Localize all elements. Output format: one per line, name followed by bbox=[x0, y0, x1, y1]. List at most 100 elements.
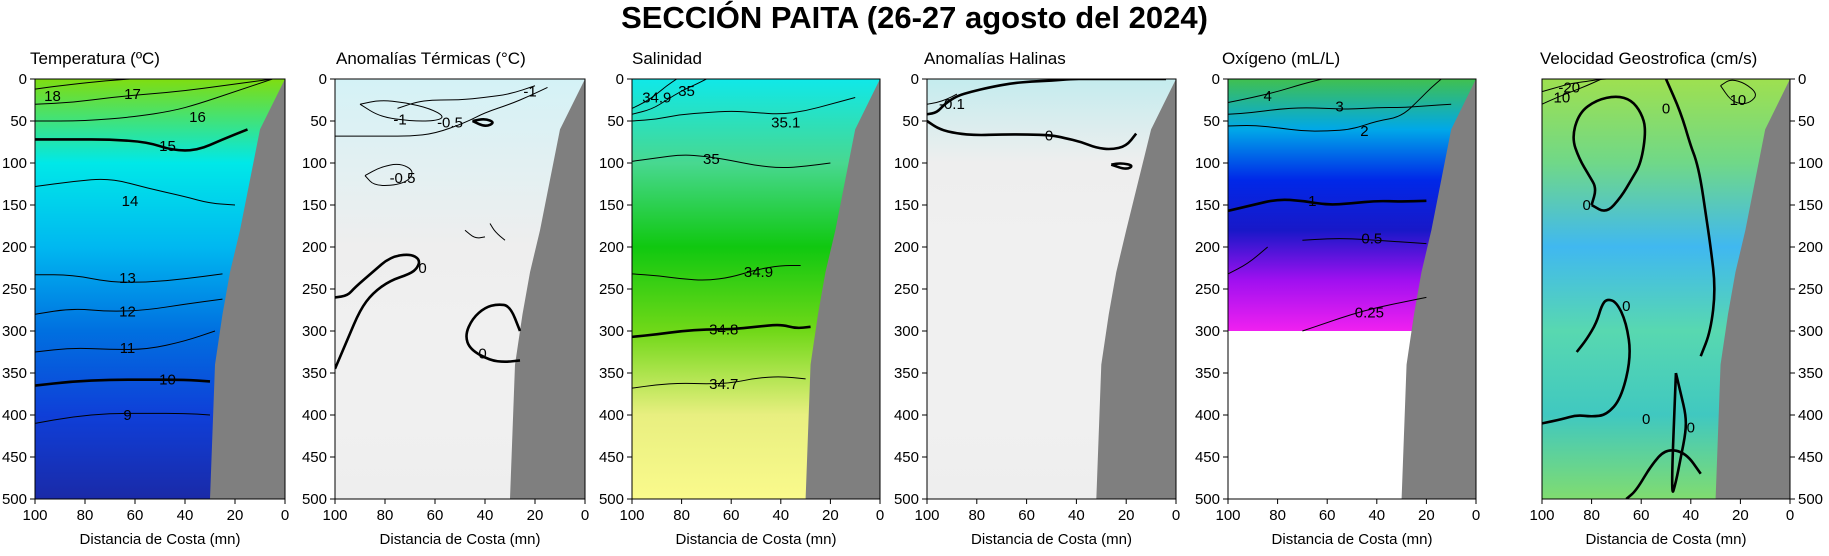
contour-line bbox=[927, 93, 958, 105]
x-tick-label: 80 bbox=[377, 507, 394, 524]
x-axis-label: Distancia de Costa (mn) bbox=[1272, 531, 1433, 548]
contour-line bbox=[35, 79, 273, 122]
contour-label: 0.5 bbox=[1361, 231, 1382, 248]
x-tick-label: 100 bbox=[1529, 507, 1554, 524]
contour-label: 0 bbox=[1687, 420, 1695, 437]
contour-line bbox=[632, 376, 806, 389]
y-tick-label: 300 bbox=[302, 323, 327, 340]
y-tick-label: 200 bbox=[1195, 239, 1220, 256]
y-tick-label: 350 bbox=[2, 365, 27, 382]
x-tick-label: 20 bbox=[527, 507, 544, 524]
contour-group: 4 32 1 0.5 0.25 bbox=[1228, 79, 1452, 332]
y-tick-label: 500 bbox=[599, 491, 624, 508]
contour-line bbox=[35, 128, 248, 152]
contour-label: 0 bbox=[1642, 411, 1650, 428]
contour-label: 13 bbox=[119, 270, 136, 287]
contour-line bbox=[927, 119, 1138, 151]
y-tick-label: 100 bbox=[302, 155, 327, 172]
contour-line bbox=[1542, 298, 1631, 425]
y-tick-label: 350 bbox=[1195, 365, 1220, 382]
contour-label: 0 bbox=[1622, 298, 1630, 315]
y-tick-label: 50 bbox=[310, 113, 327, 130]
contour-line bbox=[1542, 79, 1607, 93]
contour-label: 11 bbox=[120, 340, 136, 357]
contour-label: 9 bbox=[123, 407, 131, 424]
x-tick-label: 60 bbox=[427, 507, 444, 524]
x-tick-label: 20 bbox=[227, 507, 244, 524]
panel-title: Oxígeno (mL/L) bbox=[1222, 49, 1340, 68]
x-tick-label: 80 bbox=[1269, 507, 1286, 524]
x-tick-label: 20 bbox=[1732, 507, 1749, 524]
y-tick-label: 250 bbox=[894, 281, 919, 298]
y-tick-label: 400 bbox=[2, 407, 27, 424]
x-tick-label: 60 bbox=[1018, 507, 1035, 524]
y-tick-label: 200 bbox=[599, 239, 624, 256]
y-tick-label: 200 bbox=[302, 239, 327, 256]
contour-label: 34.8 bbox=[709, 321, 738, 338]
y-tick-label: 400 bbox=[302, 407, 327, 424]
contour-label: 35.1 bbox=[771, 115, 800, 132]
contour-label: 34.9 bbox=[744, 264, 773, 281]
contour-line bbox=[632, 79, 707, 115]
contour-label: -1 bbox=[393, 111, 406, 128]
contour-group: -1 -1 -0.5 -0.5 0 0 bbox=[335, 84, 548, 370]
contour-line bbox=[632, 96, 856, 122]
contour-line bbox=[465, 303, 522, 363]
y-tick-label: 200 bbox=[2, 239, 27, 256]
y-tick-label: 500 bbox=[302, 491, 327, 508]
y-tick-label: 0 bbox=[1798, 71, 1806, 88]
contour-label: 15 bbox=[159, 138, 176, 155]
x-tick-label: 20 bbox=[1118, 507, 1135, 524]
contour-line bbox=[35, 330, 216, 353]
y-tick-label: 450 bbox=[302, 449, 327, 466]
y-tick-label: 50 bbox=[607, 113, 624, 130]
y-tick-label: 50 bbox=[1203, 113, 1220, 130]
panel-2: -1 -1 -0.5 -0.5 0 0 Anomalías Térmicas (°C) 100… bbox=[302, 49, 589, 548]
x-tick-label: 40 bbox=[1682, 507, 1699, 524]
contour-label: 35 bbox=[678, 83, 695, 100]
contour-line bbox=[927, 79, 1167, 116]
y-tick-label: 50 bbox=[10, 113, 27, 130]
contour-label: 4 bbox=[1264, 88, 1272, 105]
contour-label: 34.7 bbox=[709, 376, 738, 393]
contour-label: 0 bbox=[1662, 100, 1670, 117]
y-tick-label: 450 bbox=[599, 449, 624, 466]
y-tick-label: 500 bbox=[1195, 491, 1220, 508]
contour-line bbox=[359, 100, 443, 122]
y-tick-label: 0 bbox=[319, 71, 327, 88]
contour-line bbox=[1572, 95, 1647, 212]
contour-line bbox=[1302, 238, 1427, 245]
x-tick-label: 80 bbox=[673, 507, 690, 524]
x-axis-label: Distancia de Costa (mn) bbox=[1586, 531, 1747, 548]
contour-label: 10 bbox=[1553, 89, 1570, 106]
contour-line bbox=[35, 178, 236, 206]
x-tick-label: 40 bbox=[1368, 507, 1385, 524]
contour-label: -0.1 bbox=[939, 96, 965, 113]
y-tick-label: 400 bbox=[894, 407, 919, 424]
contour-line bbox=[1625, 449, 1702, 499]
y-tick-label: 150 bbox=[2, 197, 27, 214]
x-tick-label: 100 bbox=[1215, 507, 1240, 524]
x-tick-label: 40 bbox=[477, 507, 494, 524]
contour-group: -0.1 0 bbox=[927, 79, 1167, 170]
x-tick-label: 0 bbox=[581, 507, 589, 524]
contour-line bbox=[35, 79, 273, 105]
seafloor-slope bbox=[805, 79, 880, 499]
contour-line bbox=[632, 79, 677, 109]
contour-label: 2 bbox=[1360, 123, 1368, 140]
x-tick-label: 60 bbox=[1319, 507, 1336, 524]
contour-line bbox=[1542, 79, 1602, 105]
y-tick-label: 150 bbox=[599, 197, 624, 214]
y-tick-label: 50 bbox=[902, 113, 919, 130]
y-tick-label: 0 bbox=[1212, 71, 1220, 88]
contour-label: 0 bbox=[478, 346, 486, 363]
y-tick-label: 300 bbox=[599, 323, 624, 340]
contour-line bbox=[471, 117, 494, 127]
contour-label: 34.9 bbox=[642, 89, 671, 106]
y-tick-label: 400 bbox=[1798, 407, 1823, 424]
panel-title: Anomalías Halinas bbox=[924, 49, 1066, 68]
y-tick-label: 0 bbox=[616, 71, 624, 88]
